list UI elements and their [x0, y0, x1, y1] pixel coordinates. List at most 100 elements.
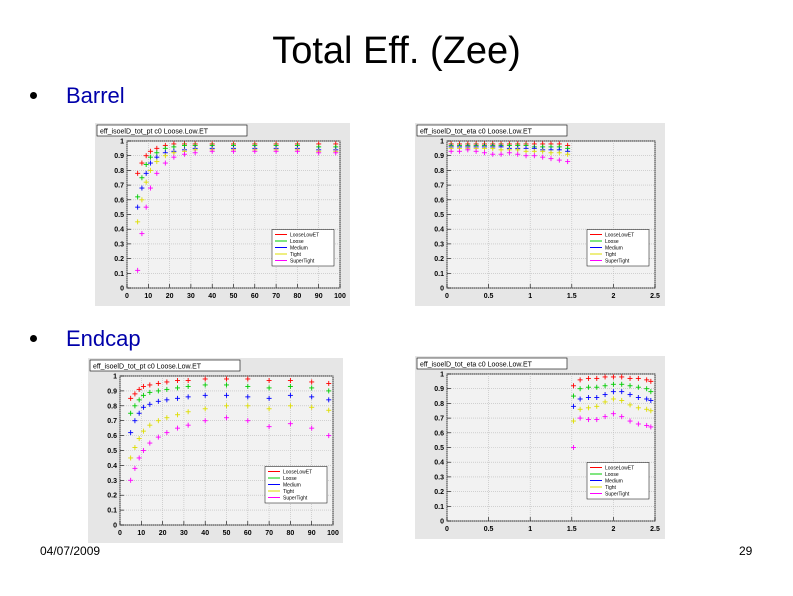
data-point: [570, 383, 576, 389]
data-point: [132, 465, 138, 471]
data-point: [154, 154, 160, 160]
data-point: [648, 389, 654, 395]
data-point: [602, 392, 608, 398]
data-point: [627, 392, 633, 398]
y-tick-label: 0.8: [434, 401, 444, 408]
y-tick-label: 0.1: [107, 508, 117, 515]
data-point: [155, 398, 161, 404]
data-point: [531, 148, 537, 154]
x-tick-label: 0: [445, 293, 449, 300]
data-point: [182, 151, 188, 157]
data-point: [140, 448, 146, 453]
data-point: [585, 395, 591, 401]
data-point: [273, 148, 279, 154]
data-point: [140, 392, 146, 398]
data-point: [164, 397, 170, 403]
data-point: [585, 417, 591, 423]
y-tick-label: 0.2: [434, 256, 444, 263]
data-point: [154, 159, 160, 165]
data-point: [139, 185, 145, 191]
legend-entry: Tight: [283, 489, 295, 495]
footer-date: 04/07/2009: [40, 544, 101, 558]
data-point: [577, 386, 583, 392]
x-tick-label: 80: [294, 293, 302, 300]
data-point: [136, 410, 142, 416]
data-point: [644, 422, 650, 428]
data-point: [309, 394, 315, 400]
x-tick-label: 70: [272, 293, 280, 300]
legend-entry: LooseLowET: [605, 233, 634, 239]
legend-entry: Loose: [605, 239, 619, 245]
data-point: [548, 156, 554, 162]
data-point: [326, 388, 332, 394]
data-point: [175, 385, 181, 391]
data-point: [287, 392, 293, 398]
data-point: [602, 414, 608, 420]
data-point: [132, 418, 138, 424]
x-tick-label: 50: [223, 530, 231, 537]
data-point: [644, 406, 650, 412]
y-tick-label: 0.4: [107, 463, 117, 470]
y-tick-label: 0.7: [114, 183, 124, 190]
legend-entry: LooseLowET: [605, 466, 634, 472]
data-point: [140, 404, 146, 410]
y-tick-label: 0.3: [107, 478, 117, 485]
data-point: [473, 148, 479, 154]
x-tick-label: 90: [308, 530, 316, 537]
data-point: [175, 395, 181, 401]
y-tick-label: 0: [120, 286, 124, 293]
y-tick-label: 0.8: [107, 403, 117, 410]
data-point: [147, 167, 153, 173]
data-point: [245, 376, 251, 382]
data-point: [619, 389, 625, 395]
data-point: [202, 406, 208, 412]
data-point: [556, 157, 562, 163]
data-point: [627, 375, 633, 381]
data-point: [202, 382, 208, 388]
x-tick-label: 0: [445, 526, 449, 533]
data-point: [540, 154, 546, 160]
data-point: [154, 170, 160, 176]
data-point: [648, 397, 654, 403]
data-point: [577, 406, 583, 412]
data-point: [252, 148, 258, 154]
data-point: [585, 375, 591, 381]
data-point: [585, 384, 591, 390]
data-point: [627, 418, 633, 424]
y-tick-label: 0.2: [107, 493, 117, 500]
data-point: [128, 477, 134, 483]
data-point: [135, 194, 141, 200]
data-point: [287, 421, 293, 427]
data-point: [128, 410, 134, 416]
data-point: [147, 148, 153, 154]
y-tick-label: 0.6: [114, 197, 124, 204]
y-tick-label: 0: [440, 286, 444, 293]
x-tick-label: 90: [315, 293, 323, 300]
data-point: [570, 393, 576, 399]
data-point: [602, 383, 608, 389]
data-point: [147, 389, 153, 395]
data-point: [594, 403, 600, 409]
data-point: [326, 380, 332, 386]
legend-entry: SuperTight: [605, 492, 630, 498]
x-tick-label: 1.5: [567, 526, 577, 533]
data-point: [143, 170, 149, 176]
y-tick-label: 0.2: [114, 256, 124, 263]
data-point: [154, 150, 160, 156]
data-point: [224, 403, 229, 409]
data-point: [128, 455, 134, 461]
data-point: [266, 377, 272, 383]
data-point: [294, 148, 300, 154]
y-tick-label: 0: [440, 519, 444, 526]
data-point: [164, 386, 170, 392]
x-tick-label: 10: [137, 530, 145, 537]
y-tick-label: 1: [120, 139, 124, 146]
data-point: [594, 375, 600, 381]
data-point: [209, 148, 215, 154]
data-point: [140, 383, 146, 389]
bullet-barrel: Barrel: [30, 83, 125, 109]
data-point: [287, 383, 293, 389]
y-tick-label: 0.5: [434, 212, 444, 219]
bullet-endcap: Endcap: [30, 326, 141, 352]
data-point: [627, 383, 633, 389]
